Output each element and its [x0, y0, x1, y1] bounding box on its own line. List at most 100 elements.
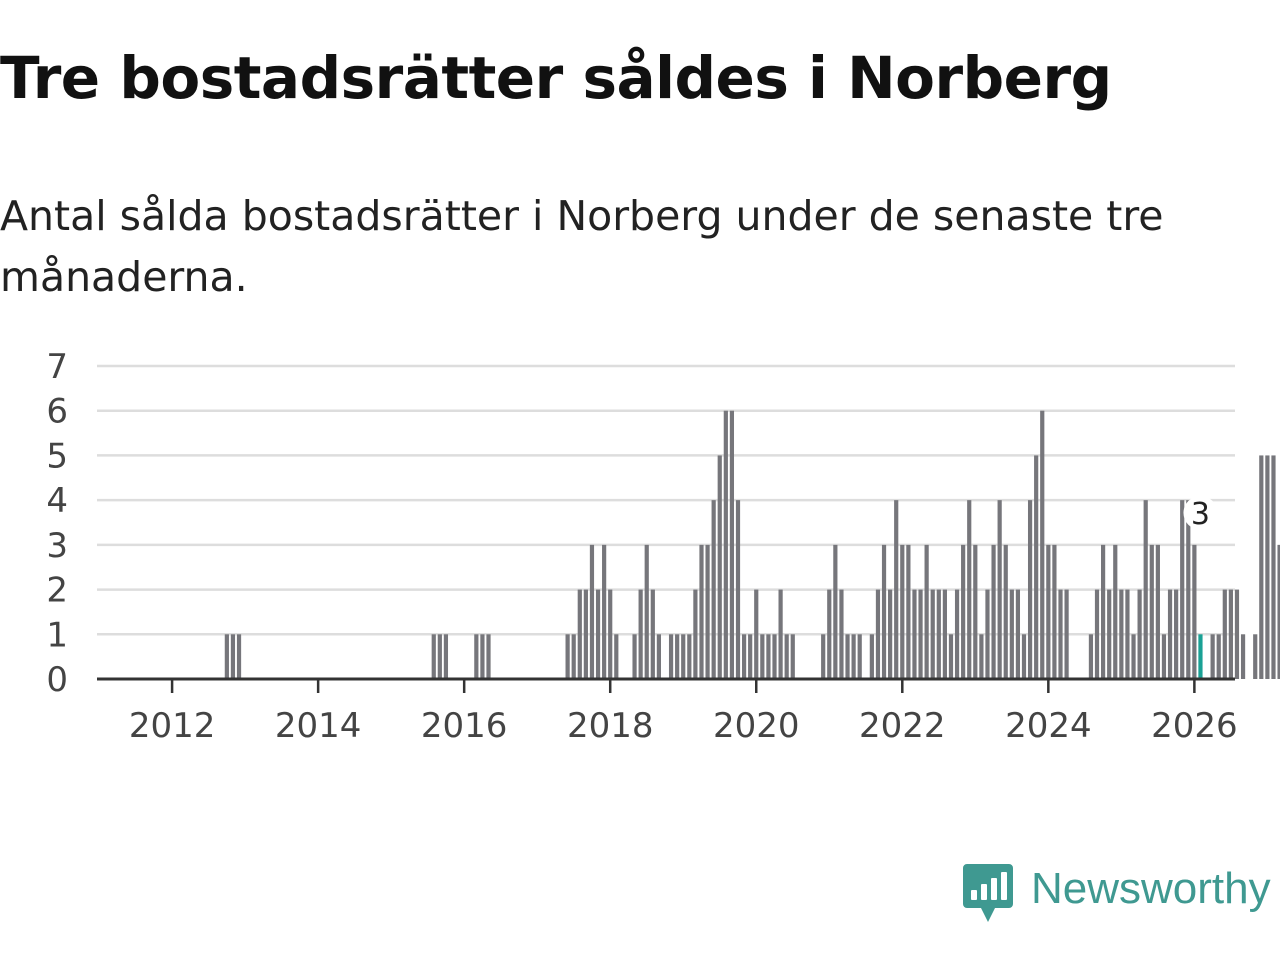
bar: [979, 634, 984, 679]
bar: [1034, 455, 1039, 679]
bar: [784, 634, 789, 679]
bar: [224, 634, 229, 679]
bar: [431, 634, 436, 679]
bar: [1186, 500, 1191, 679]
bars: [224, 410, 1280, 679]
bar: [1216, 634, 1221, 679]
bar: [705, 544, 710, 679]
bar: [973, 544, 978, 679]
bar: [942, 589, 947, 679]
y-tick-label-4: 4: [46, 481, 68, 521]
bar: [437, 634, 442, 679]
bar: [967, 500, 972, 679]
bar: [1046, 544, 1051, 679]
bar: [839, 589, 844, 679]
bar: [589, 544, 595, 679]
newsworthy-logo[interactable]: Newsworthy: [963, 864, 1271, 928]
x-tick-label-2024: 2024: [1005, 706, 1092, 746]
bar: [699, 544, 704, 679]
x-tick-label-2022: 2022: [859, 706, 946, 746]
bar: [1259, 455, 1264, 679]
bar: [1167, 589, 1173, 679]
bar: [1149, 544, 1154, 679]
bar: [1021, 634, 1027, 679]
bar: [571, 634, 576, 679]
bar: [954, 589, 960, 679]
bar: [754, 589, 759, 679]
bar: [668, 634, 674, 679]
y-tick-label-2: 2: [46, 571, 68, 611]
bar: [632, 634, 637, 679]
bar: [1253, 634, 1258, 679]
bar: [857, 634, 862, 679]
bar: [1228, 589, 1233, 679]
y-tick-label-7: 7: [46, 347, 68, 387]
value-label-background: [1183, 495, 1218, 530]
bar: [869, 634, 874, 679]
bar: [486, 634, 491, 679]
bar-chart: 2012 2014 2016 2018 2020 2022 2024 2026 0123456…: [46, 347, 1280, 746]
bar: [827, 589, 832, 679]
bar: [1125, 589, 1130, 679]
x-tick-label-2018: 2018: [567, 706, 654, 746]
bar: [741, 634, 747, 679]
x-tick-label-2016: 2016: [421, 706, 508, 746]
chart-title: Tre bostadsrätter såldes i Norberg: [0, 44, 1112, 112]
x-tick-label-2012: 2012: [129, 706, 216, 746]
y-tick-label-3: 3: [46, 526, 68, 566]
bar: [595, 589, 601, 679]
bar: [1222, 589, 1227, 679]
x-tick-label-2026: 2026: [1151, 706, 1238, 746]
newsworthy-logo-icon: [963, 864, 1013, 922]
bar: [894, 500, 899, 679]
bar: [687, 634, 692, 679]
bar: [1101, 544, 1106, 679]
x-tick-label-2020: 2020: [713, 706, 800, 746]
chart-subtitle: Antal sålda bostadsrätter i Norberg unde…: [0, 192, 1164, 301]
bar: [577, 589, 582, 679]
bar: [565, 634, 570, 679]
bar: [1161, 634, 1167, 679]
bar: [1271, 455, 1276, 679]
bar: [900, 544, 905, 679]
y-tick-label-1: 1: [46, 615, 68, 655]
bar: [1174, 589, 1179, 679]
bar: [602, 544, 607, 679]
bar: [1277, 544, 1280, 679]
bar: [711, 500, 716, 679]
bar: [790, 634, 795, 679]
bar: [1052, 544, 1057, 679]
bar: [1192, 544, 1197, 679]
bar: [1234, 589, 1240, 679]
bar: [845, 634, 850, 679]
bar: [924, 544, 929, 679]
bar: [778, 589, 783, 679]
bar: [766, 634, 771, 679]
bar: [693, 589, 698, 679]
bar: [985, 589, 990, 679]
bar: [1058, 589, 1063, 679]
annotations: 3: [1183, 495, 1218, 532]
bar: [723, 410, 728, 679]
bar: [875, 589, 881, 679]
bar: [608, 589, 613, 679]
bar: [675, 634, 680, 679]
bar: [918, 589, 923, 679]
bar: [1265, 455, 1270, 679]
bar: [1119, 589, 1124, 679]
bar: [650, 589, 655, 679]
y-tick-label-6: 6: [46, 392, 68, 432]
bar-highlight: [1198, 634, 1203, 679]
bar: [644, 544, 649, 679]
bar: [717, 455, 722, 679]
bar: [583, 589, 588, 679]
bar: [656, 634, 661, 679]
bar: [1240, 634, 1246, 679]
x-tick-label-2014: 2014: [275, 706, 362, 746]
bar: [1113, 544, 1118, 679]
bar: [997, 500, 1002, 679]
bar: [748, 634, 753, 679]
bar: [614, 634, 619, 679]
bar: [1003, 544, 1008, 679]
